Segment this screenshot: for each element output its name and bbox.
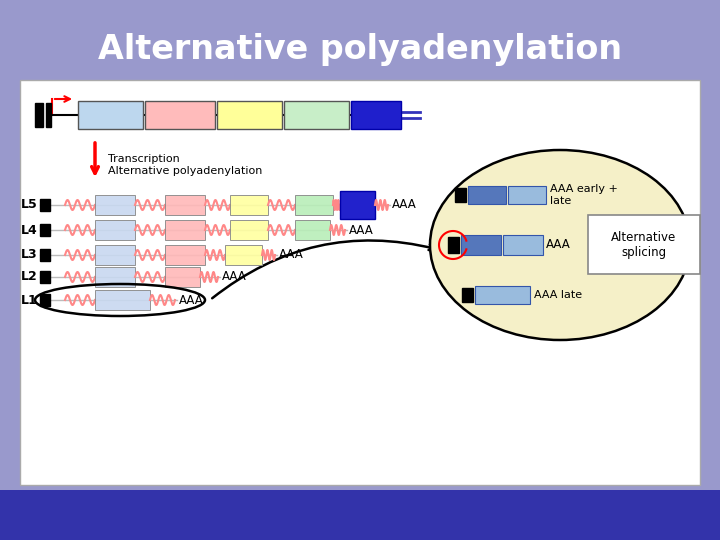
Text: L4: L4 <box>22 224 38 237</box>
Bar <box>225 245 262 265</box>
Bar <box>95 245 135 265</box>
Bar <box>475 286 530 304</box>
Bar <box>230 195 268 215</box>
Bar <box>508 186 546 204</box>
Bar <box>40 271 50 283</box>
Bar <box>165 267 200 287</box>
Bar <box>78 101 143 129</box>
Text: AAA: AAA <box>349 224 374 237</box>
Bar <box>340 191 375 219</box>
Bar <box>503 235 543 255</box>
Bar <box>145 101 215 129</box>
Text: Alternative polyadenylation: Alternative polyadenylation <box>98 33 622 66</box>
Bar <box>95 195 135 215</box>
Text: L2: L2 <box>22 271 38 284</box>
Text: AAA: AAA <box>279 248 304 261</box>
Bar <box>40 199 50 211</box>
Text: AAA: AAA <box>546 239 571 252</box>
Bar <box>230 220 268 240</box>
Text: L3: L3 <box>22 248 38 261</box>
Bar <box>40 249 50 261</box>
Bar <box>40 294 50 306</box>
Text: AAA late: AAA late <box>534 290 582 300</box>
Text: AAA: AAA <box>392 199 417 212</box>
Bar <box>0 490 720 540</box>
Text: Transcription
Alternative polyadenylation: Transcription Alternative polyadenylatio… <box>108 154 262 176</box>
Bar <box>295 220 330 240</box>
Bar <box>95 220 135 240</box>
Bar <box>40 224 50 236</box>
FancyBboxPatch shape <box>588 215 700 274</box>
Bar <box>284 101 349 129</box>
Bar <box>165 245 205 265</box>
Bar <box>448 237 459 253</box>
Text: AAA: AAA <box>222 271 247 284</box>
Bar <box>351 101 401 129</box>
Bar <box>468 186 506 204</box>
Text: AAA early +
late: AAA early + late <box>550 184 618 206</box>
Bar <box>165 195 205 215</box>
Bar <box>95 267 135 287</box>
Bar <box>461 235 501 255</box>
Bar <box>46 103 51 127</box>
Text: L5: L5 <box>22 199 38 212</box>
Text: AAA: AAA <box>179 294 204 307</box>
Bar <box>35 103 43 127</box>
Ellipse shape <box>430 150 690 340</box>
Bar <box>455 188 466 202</box>
Bar <box>217 101 282 129</box>
Bar <box>20 80 700 485</box>
Bar <box>462 288 473 302</box>
Text: L1: L1 <box>22 294 38 307</box>
Bar <box>165 220 205 240</box>
Bar <box>95 290 150 310</box>
Bar <box>295 195 333 215</box>
Text: Alternative
splicing: Alternative splicing <box>611 231 677 259</box>
